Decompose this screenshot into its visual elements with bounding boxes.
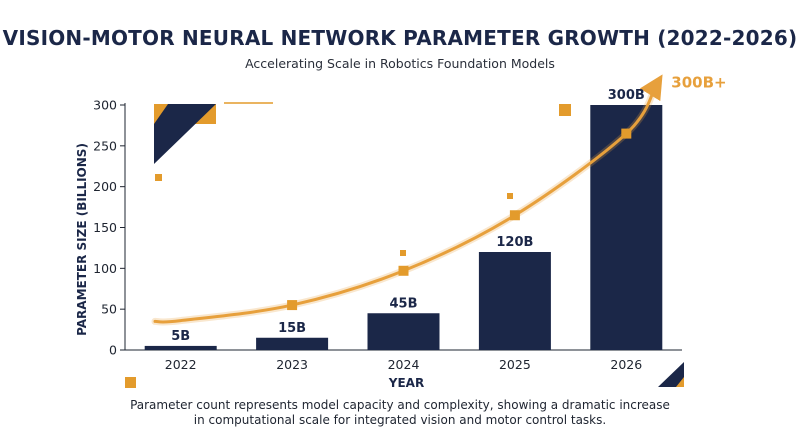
bar-value-label: 120B	[496, 235, 533, 250]
trend-point-2025	[509, 210, 520, 221]
trend-point-2026	[621, 128, 632, 139]
trend-group	[151, 74, 663, 326]
y-tick-label: 100	[93, 261, 117, 276]
labels-group: 5B 15B 45B 120B 300B 300B+	[171, 74, 726, 344]
decor-dot-2024	[400, 250, 406, 256]
y-tick-label: 200	[93, 179, 117, 194]
x-tick-label: 2024	[388, 357, 420, 372]
chart-footnote: Parameter count represents model capacit…	[0, 398, 800, 428]
trend-point-2024	[398, 265, 409, 276]
trend-end-label: 300B+	[671, 74, 726, 92]
decor-square-small	[155, 174, 162, 181]
y-tick-label: 0	[109, 343, 117, 358]
decor-triangle-bottom	[658, 362, 684, 387]
footnote-line-2: in computational scale for integrated vi…	[193, 413, 607, 427]
trend-line-glow	[151, 81, 660, 326]
x-tick-label: 2026	[610, 357, 642, 372]
decor-square-right	[559, 104, 571, 116]
decor-square-bottom	[125, 377, 136, 388]
bar-2024	[367, 313, 440, 350]
x-tick-label: 2025	[499, 357, 531, 372]
trend-line	[153, 74, 663, 324]
x-tick-label: 2023	[276, 357, 308, 372]
y-tick-label: 150	[93, 220, 117, 235]
bar-2023	[256, 337, 329, 350]
decor-corner-triangle	[154, 104, 216, 164]
decor-dot-2025	[507, 193, 513, 199]
y-tick-label: 250	[93, 138, 117, 153]
decor-triangle-accent	[676, 377, 684, 387]
y-axis-title: PARAMETER SIZE (BILLIONS)	[75, 143, 89, 336]
bar-value-label: 45B	[390, 296, 418, 311]
bars-group	[144, 105, 663, 350]
chart-title: VISION-MOTOR NEURAL NETWORK PARAMETER GR…	[2, 26, 798, 50]
bar-value-label: 15B	[278, 321, 306, 336]
chart-subtitle: Accelerating Scale in Robotics Foundatio…	[245, 56, 555, 71]
bar-value-label: 5B	[171, 329, 190, 344]
bar-2022	[144, 345, 217, 350]
bar-2025	[478, 252, 551, 350]
decorative-shapes	[125, 102, 684, 388]
bar-2026	[590, 105, 663, 350]
chart-axes: 0 50 100 150 200 250 300 2022 2023 2024 2025 2026 YE…	[75, 98, 682, 390]
trend-point-2023	[287, 300, 298, 311]
x-axis-title: YEAR	[388, 376, 424, 390]
x-tick-label: 2022	[165, 357, 197, 372]
y-tick-label: 50	[101, 302, 117, 317]
y-tick-label: 300	[93, 98, 117, 113]
footnote-line-1: Parameter count represents model capacit…	[130, 398, 670, 412]
bar-value-label: 300B	[608, 88, 645, 103]
